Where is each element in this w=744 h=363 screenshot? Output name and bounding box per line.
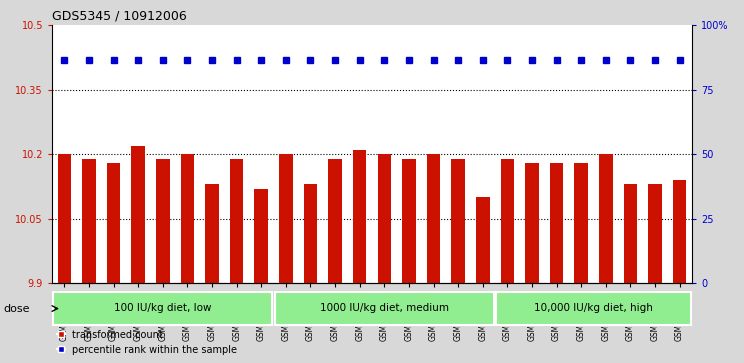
Bar	[648, 184, 661, 283]
Bar	[83, 159, 96, 283]
Bar	[57, 154, 71, 283]
Bar	[377, 154, 391, 283]
Bar	[353, 150, 367, 283]
Bar	[452, 159, 465, 283]
Text: GDS5345 / 10912006: GDS5345 / 10912006	[52, 10, 187, 23]
Bar	[427, 154, 440, 283]
Bar	[476, 197, 490, 283]
Bar	[328, 159, 341, 283]
Bar	[279, 154, 292, 283]
Bar	[54, 292, 272, 325]
Text: 100 IU/kg diet, low: 100 IU/kg diet, low	[114, 303, 211, 313]
Bar	[107, 163, 121, 283]
Text: 1000 IU/kg diet, medium: 1000 IU/kg diet, medium	[320, 303, 449, 313]
Bar	[673, 180, 687, 283]
Bar	[205, 184, 219, 283]
Bar	[496, 292, 690, 325]
Bar	[550, 163, 563, 283]
Legend: transformed count, percentile rank within the sample: transformed count, percentile rank withi…	[57, 330, 237, 355]
Bar	[156, 159, 170, 283]
Text: dose: dose	[4, 303, 31, 314]
Bar	[230, 159, 243, 283]
Bar	[181, 154, 194, 283]
Bar	[599, 154, 612, 283]
Bar	[254, 189, 268, 283]
Bar	[501, 159, 514, 283]
Bar	[132, 146, 145, 283]
Bar	[403, 159, 416, 283]
Bar	[304, 184, 317, 283]
Bar	[574, 163, 588, 283]
Bar	[525, 163, 539, 283]
Bar	[275, 292, 494, 325]
Bar	[623, 184, 637, 283]
Text: 10,000 IU/kg diet, high: 10,000 IU/kg diet, high	[534, 303, 653, 313]
